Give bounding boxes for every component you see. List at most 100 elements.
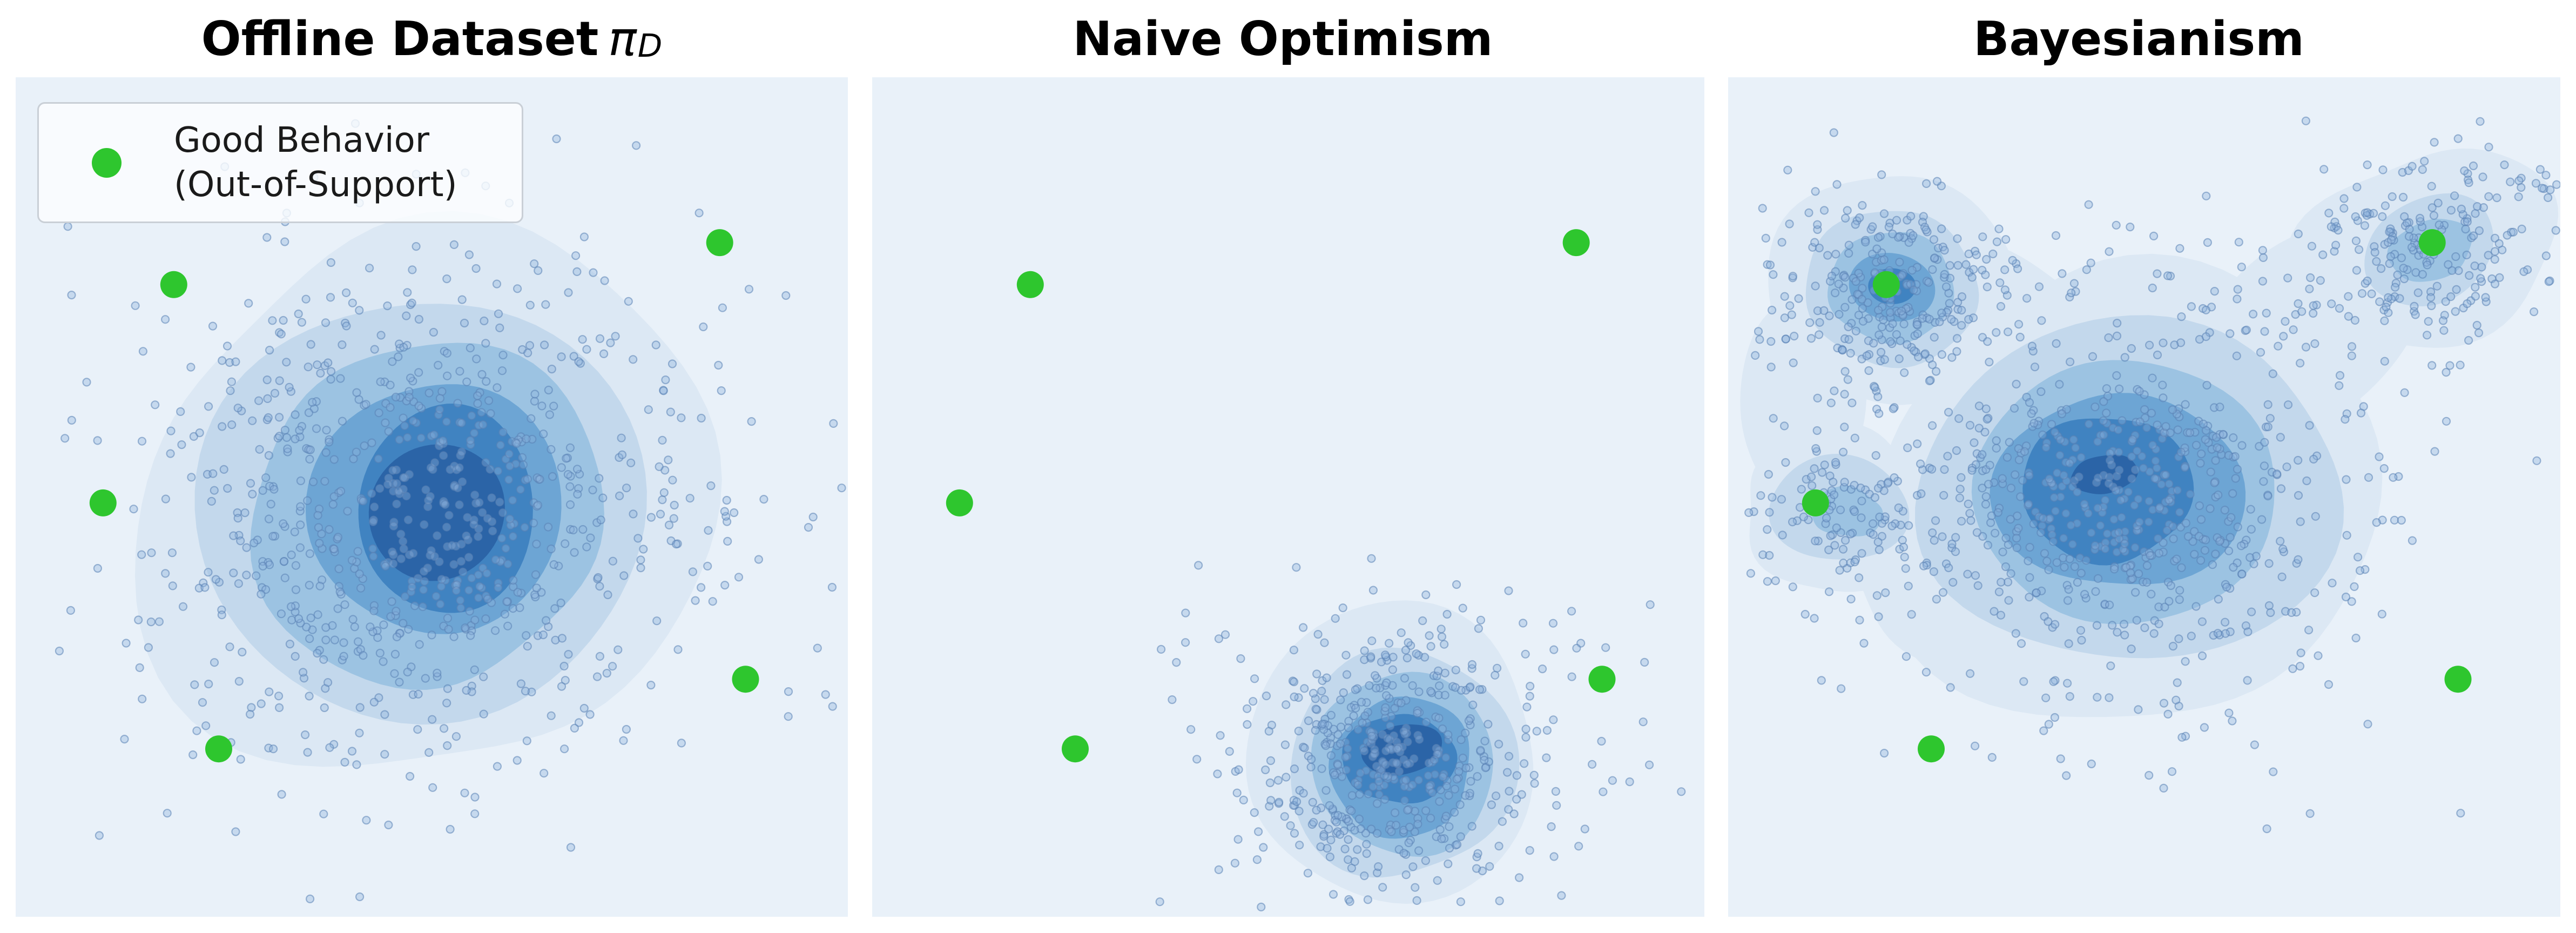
good-points-group [1802,229,2472,763]
data-point [2014,523,2023,533]
data-point [2101,544,2110,554]
data-point [1413,709,1422,718]
data-point [370,345,379,354]
kde-contour-level-6 [2071,454,2138,494]
data-point [407,582,416,592]
data-point [1829,478,1838,487]
data-point [2393,270,2402,279]
data-point [2357,289,2367,298]
data-point [603,590,612,600]
data-point [570,723,579,733]
data-point [1868,222,1877,231]
data-point [1399,755,1408,764]
data-point [410,601,420,610]
good-behavior-point [205,735,232,763]
data-point [2051,620,2060,629]
data-point [1840,273,1850,282]
data-point [1857,513,1866,522]
data-point [389,521,399,531]
data-point [2127,644,2136,654]
data-point [1367,731,1377,741]
data-point [2344,292,2353,301]
data-point [1938,588,1948,597]
data-point [2492,193,2501,203]
data-point [2247,525,2256,534]
data-point [477,370,487,379]
data-point [2386,235,2396,244]
data-point [2324,680,2334,689]
data-point [829,419,838,428]
data-point [1435,797,1444,806]
data-point [1873,538,1883,547]
data-point [1874,545,1884,554]
data-point [1386,744,1395,754]
data-point [479,672,488,681]
data-point [122,639,131,648]
data-point [2551,226,2560,235]
data-point [619,571,629,580]
data-point [2130,588,2140,597]
data-point [1859,639,1869,648]
data-point [442,417,451,426]
data-point [2102,408,2111,418]
data-point [530,397,540,406]
data-point [480,316,489,326]
data-point [562,454,571,463]
data-point [821,690,830,699]
data-point [2251,552,2261,561]
data-point [1259,843,1268,852]
data-point [696,583,706,592]
data-point [336,486,346,496]
data-point [2422,331,2432,340]
data-point [547,445,556,454]
data-point [1343,744,1352,753]
data-point [233,514,242,523]
data-point [2259,477,2268,486]
data-point [1766,363,1776,372]
data-point [420,577,429,586]
data-point [1746,569,1756,578]
data-point [1380,771,1389,780]
data-point [238,647,247,657]
data-point [2415,213,2425,223]
data-point [1644,760,1654,769]
good-behavior-point [1918,735,1945,763]
data-point [617,433,626,442]
data-point [2107,460,2116,470]
data-point [540,340,549,350]
data-point [1374,777,1384,786]
data-point [2210,478,2219,487]
data-point [475,498,484,507]
data-point [2283,273,2292,283]
data-point [2277,572,2287,581]
data-point [1521,733,1530,742]
data-point [2196,515,2206,524]
data-point [677,413,686,422]
data-point [2410,301,2419,311]
data-point [1857,549,1866,558]
data-point [1788,582,1797,592]
data-point [1156,645,1166,654]
data-point [1427,788,1437,797]
data-point [669,514,678,523]
data-point [2091,587,2100,596]
data-point [1790,332,1799,341]
data-point [1468,700,1478,709]
data-point [340,600,349,609]
data-point [321,623,331,632]
data-point [234,676,244,686]
data-point [667,359,677,368]
data-point [1434,714,1444,723]
data-point [500,609,510,619]
data-point [2213,443,2222,452]
data-point [1886,337,1895,346]
data-point [1549,645,1559,654]
data-point [433,531,442,540]
data-point [1777,495,1786,504]
data-point [1937,308,1946,318]
data-point [613,645,623,654]
data-point [1442,609,1452,619]
data-point [190,680,199,689]
data-point [545,410,555,419]
data-point [1387,827,1396,836]
